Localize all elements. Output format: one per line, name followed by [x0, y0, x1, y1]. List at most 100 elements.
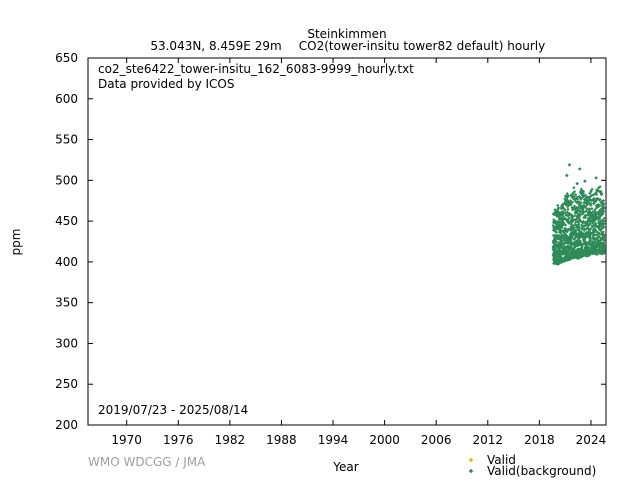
data-point: [568, 257, 572, 261]
chart-title: Steinkimmen: [307, 27, 386, 41]
data-point: [558, 237, 562, 242]
data-point: [584, 204, 588, 208]
y-axis: 200 250 300 350 400 450 500 550 600 650: [55, 51, 606, 432]
data-point: [585, 231, 589, 235]
data-point: [551, 253, 556, 257]
data-point: [586, 200, 590, 204]
data-point: [582, 197, 587, 201]
data-point: [554, 242, 558, 246]
data-point: [557, 230, 562, 234]
legend-label: Valid: [487, 453, 516, 467]
data-point: [565, 191, 569, 196]
data-point: [569, 252, 573, 257]
data-point: [574, 193, 578, 197]
data-point: [589, 231, 593, 236]
data-point: [596, 231, 600, 235]
data-point: [566, 205, 570, 209]
data-point: [600, 199, 604, 203]
data-point: [571, 215, 575, 219]
data-point: [565, 220, 569, 224]
data-point: [595, 188, 599, 192]
data-point: [583, 215, 587, 220]
data-point: [580, 192, 584, 196]
data-point: [596, 236, 600, 240]
y-axis-label: ppm: [9, 229, 23, 256]
data-point: [597, 198, 602, 202]
data-point: [598, 232, 602, 237]
x-tick-label: 2000: [369, 433, 400, 447]
data-point: [561, 252, 565, 257]
data-point: [599, 236, 603, 240]
data-point: [561, 250, 565, 254]
data-point: [568, 236, 572, 241]
data-point: [572, 190, 577, 194]
data-point: [580, 244, 584, 248]
data-point: [579, 230, 583, 235]
data-point: [596, 221, 601, 225]
data-point: [556, 249, 560, 253]
data-point: [554, 256, 558, 261]
data-point: [602, 209, 606, 214]
data-point: [596, 241, 600, 245]
data-point: [586, 220, 590, 224]
data-point: [578, 196, 582, 200]
data-point: [555, 219, 559, 224]
data-point: [591, 244, 596, 249]
data-point: [562, 256, 566, 260]
data-point: [551, 220, 556, 225]
data-point: [576, 249, 580, 253]
data-point: [584, 209, 588, 213]
data-point: [574, 218, 578, 222]
data-point: [594, 248, 598, 252]
data-point: [591, 202, 596, 206]
data-point: [589, 243, 593, 248]
data-point: [595, 215, 599, 219]
data-point: [579, 247, 583, 251]
data-point: [552, 251, 556, 255]
data-point: [573, 197, 577, 201]
data-point: [553, 234, 557, 238]
data-point: [565, 195, 569, 200]
data-point: [572, 226, 576, 230]
data-point: [572, 247, 576, 251]
data-point: [566, 250, 571, 254]
data-point: [592, 196, 597, 201]
data-point: [574, 223, 578, 227]
data-point: [568, 232, 572, 237]
data-point: [584, 249, 588, 254]
data-point: [564, 245, 568, 249]
data-point: [556, 241, 561, 245]
data-point: [584, 233, 589, 238]
data-point: [563, 197, 567, 201]
data-point: [591, 197, 595, 201]
data-point: [578, 212, 582, 217]
data-point: [591, 221, 595, 225]
data-point: [559, 231, 563, 235]
data-point: [573, 221, 578, 225]
data-point: [555, 223, 560, 227]
data-point: [586, 195, 590, 199]
data-point: [566, 239, 570, 243]
data-point: [582, 253, 586, 257]
data-point: [589, 227, 593, 231]
data-point: [552, 236, 557, 240]
y-tick-label: 200: [55, 418, 78, 432]
data-point: [558, 229, 562, 233]
data-point: [566, 212, 570, 217]
data-point: [577, 202, 581, 206]
data-point: [567, 216, 571, 220]
data-point: [572, 218, 576, 222]
data-point: [568, 201, 572, 205]
data-point: [566, 194, 570, 198]
data-point: [584, 234, 588, 238]
data-point: [578, 236, 582, 240]
data-point: [577, 194, 581, 199]
x-tick-label: 1988: [266, 433, 297, 447]
data-point: [593, 236, 597, 241]
y-tick-label: 650: [55, 51, 78, 65]
data-point: [595, 196, 599, 200]
data-point: [552, 239, 556, 243]
data-point: [552, 258, 556, 262]
data-point: [569, 230, 573, 235]
data-point: [553, 213, 557, 217]
